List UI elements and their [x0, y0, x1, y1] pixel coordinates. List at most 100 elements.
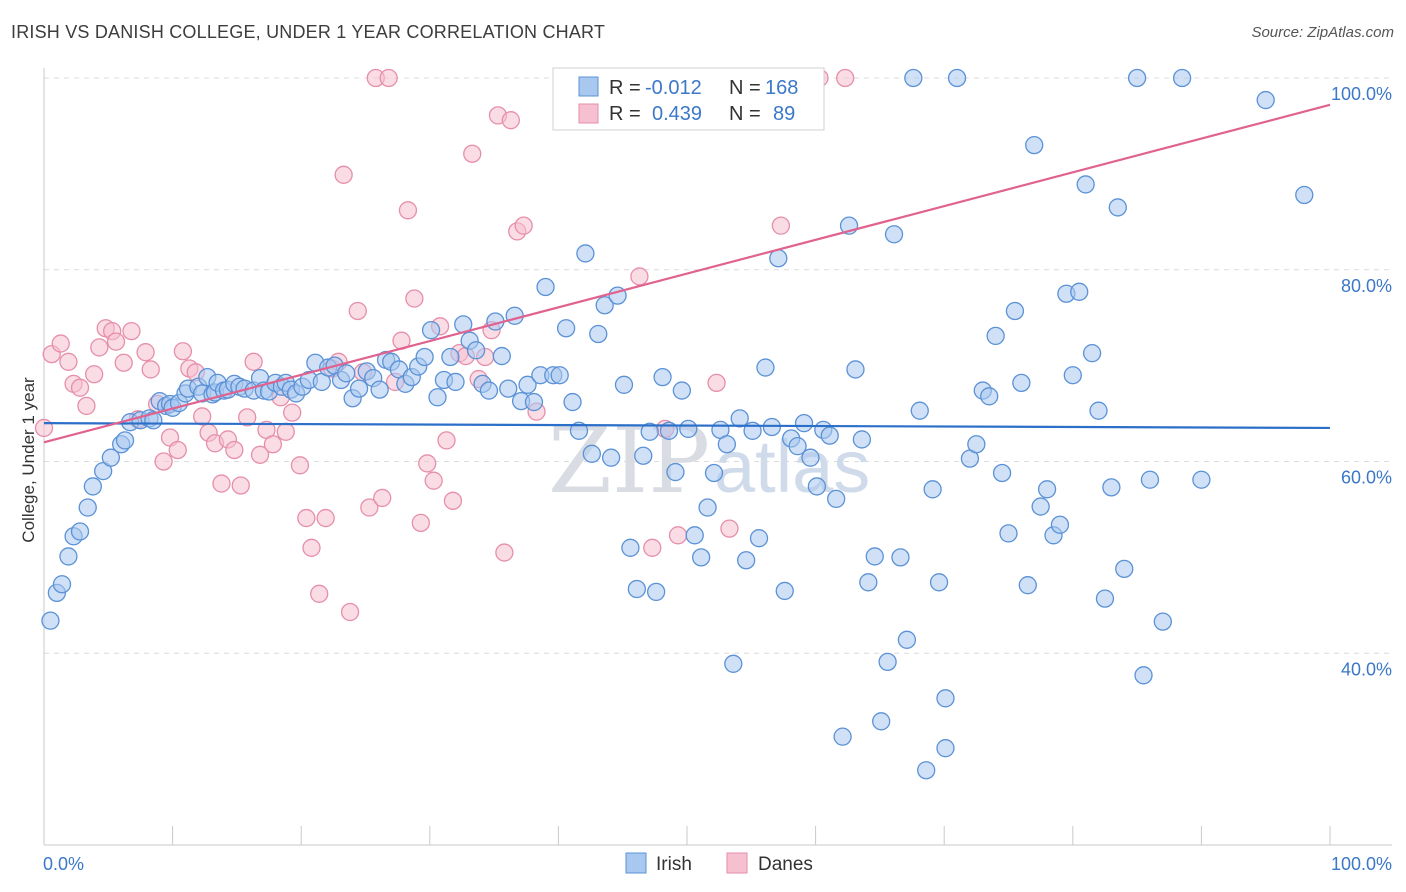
irish-point-96: [634, 446, 653, 465]
legend-swatch-danes: [726, 852, 748, 874]
source-credit: Source: ZipAtlas.com: [1251, 24, 1394, 41]
y-tick-label-40: 40.0%: [1341, 659, 1392, 679]
irish-point-125: [820, 426, 839, 445]
legend: Irish Danes: [625, 852, 813, 875]
irish-point-66: [441, 347, 460, 367]
irish-trend-line: [43, 422, 1331, 430]
irish-point-155: [1018, 576, 1037, 595]
irish-point-133: [872, 712, 891, 731]
irish-point-137: [897, 630, 917, 649]
danes-point-72: [501, 111, 520, 130]
danes-point-0: [34, 418, 54, 438]
irish-point-11: [115, 431, 135, 450]
irish-point-86: [569, 421, 589, 440]
irish-point-70: [466, 341, 486, 360]
irish-point-3: [59, 547, 78, 566]
irish-point-114: [749, 529, 769, 548]
danes-point-3: [59, 352, 78, 371]
legend-swatch-irish: [625, 852, 647, 874]
irish-point-0: [41, 611, 60, 630]
danes-point-46: [334, 165, 353, 184]
irish-point-131: [859, 573, 878, 592]
danes-stat-swatch: [578, 103, 599, 124]
danes-point-8: [90, 338, 109, 357]
danes-point-58: [411, 513, 430, 533]
trend-lines: [43, 103, 1331, 444]
irish-point-126: [827, 489, 846, 509]
danes-point-50: [360, 498, 379, 517]
irish-point-112: [737, 551, 756, 570]
irish-point-164: [1076, 175, 1095, 194]
irish-point-110: [724, 654, 743, 673]
irish-point-134: [878, 652, 897, 672]
y-tick-label-80: 80.0%: [1341, 276, 1392, 296]
irish-point-103: [679, 419, 698, 439]
irish-point-150: [986, 326, 1005, 346]
danes-point-85: [771, 216, 791, 235]
danes-point-7: [85, 365, 104, 384]
danes-point-62: [437, 431, 456, 450]
irish-point-102: [672, 381, 692, 400]
irish-point-130: [852, 430, 872, 449]
danes-point-38: [283, 403, 302, 422]
irish-point-94: [621, 538, 640, 557]
stats-box: R = -0.012 N = 168 R = 0.439 N = 89: [552, 67, 825, 131]
irish-point-178: [1295, 185, 1314, 205]
irish-point-149: [980, 387, 999, 406]
irish-point-76: [505, 306, 524, 325]
x-tick-label-max: 100.0%: [1331, 854, 1392, 874]
irish-point-168: [1102, 478, 1121, 497]
irish-point-5: [70, 522, 90, 541]
danes-n-label: N =: [729, 103, 761, 125]
irish-point-171: [1127, 68, 1147, 88]
irish-point-72: [479, 381, 499, 400]
irish-point-156: [1025, 135, 1044, 155]
irish-point-63: [421, 321, 441, 340]
irish-point-9: [101, 448, 121, 467]
danes-point-27: [212, 474, 231, 493]
irish-point-127: [833, 727, 852, 746]
irish-point-144: [936, 739, 955, 758]
danes-point-35: [263, 435, 283, 454]
irish-point-176: [1192, 470, 1211, 489]
danes-point-60: [424, 471, 443, 490]
danes-point-32: [244, 352, 263, 371]
irish-point-67: [446, 372, 465, 392]
danes-n-value: 89: [773, 103, 795, 125]
irish-point-172: [1134, 666, 1153, 685]
danes-point-77: [630, 267, 649, 286]
irish-points: [41, 68, 1314, 780]
irish-point-123: [807, 477, 827, 496]
irish-point-160: [1050, 515, 1070, 534]
irish-point-78: [518, 375, 537, 394]
danes-point-5: [70, 378, 90, 397]
irish-point-166: [1089, 401, 1108, 420]
irish-point-97: [640, 422, 659, 441]
irish-point-136: [891, 548, 910, 567]
irish-point-85: [563, 392, 582, 412]
irish-point-152: [999, 524, 1018, 543]
irish-n-label: N =: [729, 77, 761, 99]
gridlines: [44, 77, 1392, 654]
y-tick-label-100: 100.0%: [1331, 84, 1392, 104]
irish-point-138: [904, 68, 923, 88]
y-axis-tick-labels: 40.0% 60.0% 80.0% 100.0%: [1331, 84, 1392, 679]
irish-point-145: [947, 68, 967, 88]
danes-point-63: [443, 491, 463, 510]
danes-point-42: [310, 584, 329, 603]
irish-point-50: [337, 364, 356, 383]
danes-point-78: [643, 538, 662, 557]
irish-point-91: [601, 448, 621, 467]
x-tick-label-min: 0.0%: [43, 854, 84, 874]
irish-point-55: [370, 380, 389, 399]
irish-point-153: [1005, 301, 1025, 321]
irish-point-105: [691, 548, 711, 567]
irish-point-175: [1172, 68, 1192, 88]
irish-point-135: [884, 225, 904, 244]
irish-point-64: [428, 388, 447, 407]
danes-point-13: [122, 321, 141, 341]
irish-point-173: [1140, 470, 1160, 489]
danes-point-6: [77, 396, 96, 416]
irish-point-151: [992, 463, 1012, 483]
irish-r-label: R =: [609, 77, 641, 99]
